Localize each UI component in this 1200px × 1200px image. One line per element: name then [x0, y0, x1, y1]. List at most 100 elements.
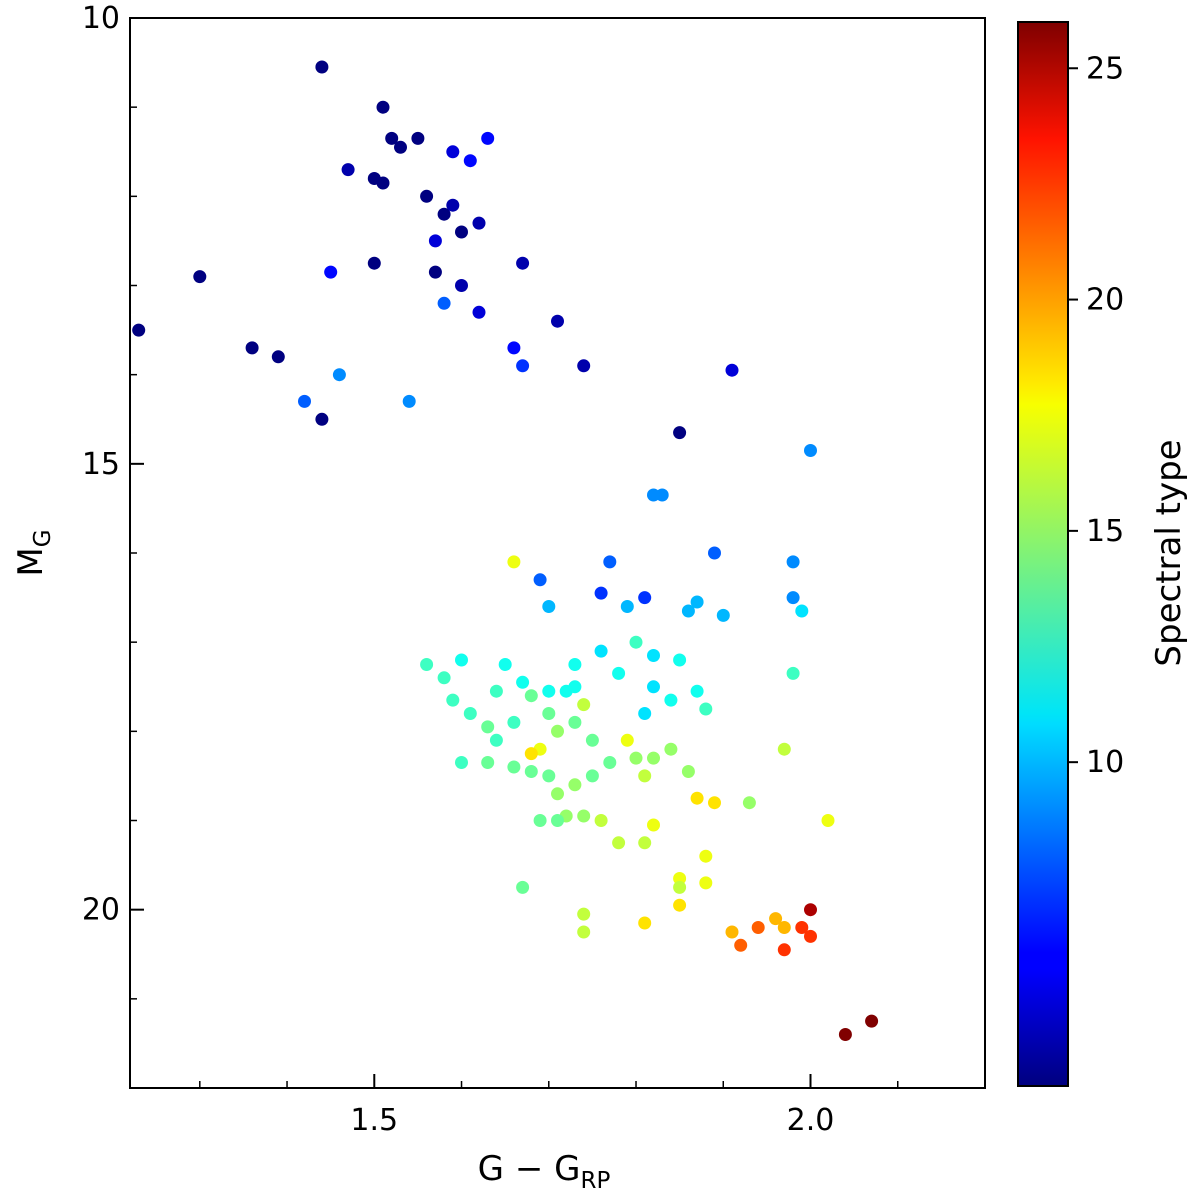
data-point-32: [472, 305, 486, 319]
data-point-110: [568, 658, 582, 671]
data-point-4: [411, 131, 425, 145]
data-point-94: [489, 733, 503, 747]
data-point-92: [481, 756, 495, 769]
x-axis-label-sub: RP: [580, 1168, 610, 1194]
data-point-121: [734, 938, 748, 952]
data-point-132: [507, 555, 521, 569]
x-tick-label-1: 2.0: [787, 1103, 835, 1138]
data-point-112: [699, 876, 713, 890]
data-point-2: [385, 131, 399, 145]
data-point-105: [455, 653, 468, 667]
data-point-91: [507, 760, 521, 774]
data-point-60: [699, 702, 713, 716]
data-point-37: [673, 426, 687, 440]
colorbar-label: Spectral type: [1149, 439, 1189, 666]
data-point-80: [612, 836, 626, 850]
data-point-89: [542, 769, 556, 783]
data-point-22: [516, 256, 530, 270]
data-point-63: [638, 707, 652, 720]
data-point-98: [524, 689, 538, 703]
data-point-24: [437, 296, 451, 310]
data-point-40: [786, 591, 800, 605]
data-point-100: [463, 707, 477, 720]
data-point-31: [516, 359, 530, 373]
colorbar: [1017, 21, 1069, 1087]
data-point-76: [690, 791, 704, 805]
data-point-44: [777, 742, 791, 756]
data-point-101: [446, 693, 460, 707]
data-point-13: [446, 198, 460, 212]
y-tick-label-0: 10: [82, 1, 120, 36]
data-point-8: [341, 163, 355, 177]
data-point-114: [673, 880, 687, 894]
data-point-26: [271, 350, 285, 364]
data-point-19: [324, 265, 338, 279]
data-point-17: [193, 270, 207, 284]
data-point-123: [769, 912, 783, 926]
data-point-118: [577, 925, 591, 939]
data-point-50: [647, 488, 660, 502]
plot-frame: [129, 17, 986, 1089]
data-point-21: [428, 265, 442, 279]
data-point-127: [804, 929, 817, 943]
data-point-53: [603, 555, 617, 569]
data-point-28: [315, 412, 329, 426]
data-point-111: [699, 849, 713, 863]
y-axis-ticks: 10 15 20: [82, 1, 144, 1000]
data-point-61: [664, 693, 678, 707]
y-axis-label: MG: [11, 529, 56, 576]
data-point-56: [629, 635, 643, 649]
data-point-107: [516, 675, 530, 689]
data-point-41: [795, 604, 809, 618]
colorbar-tick-label-2: 20: [1086, 283, 1124, 318]
data-points: [132, 60, 879, 1041]
data-point-66: [577, 698, 591, 712]
data-point-5: [446, 145, 460, 159]
data-point-122: [751, 921, 765, 934]
data-point-128: [777, 943, 791, 957]
data-point-93: [455, 756, 468, 769]
data-point-90: [524, 765, 538, 778]
data-point-71: [629, 751, 643, 765]
data-point-18: [132, 323, 146, 337]
data-point-82: [577, 809, 591, 823]
data-point-97: [542, 707, 556, 720]
data-point-52: [638, 591, 652, 605]
data-point-78: [647, 818, 660, 832]
data-point-25: [245, 341, 259, 355]
x-axis-ticks: 1.5 2.0: [199, 1074, 899, 1138]
data-point-69: [603, 756, 617, 769]
data-point-133: [524, 747, 538, 761]
data-point-11: [420, 189, 434, 203]
y-axis-label-sub: G: [30, 529, 56, 547]
data-point-55: [620, 600, 634, 613]
data-point-134: [551, 724, 564, 738]
data-point-88: [585, 769, 599, 783]
colorbar-tick-label-0: 10: [1086, 745, 1124, 780]
data-point-42: [804, 444, 817, 457]
data-point-70: [620, 733, 634, 747]
data-point-131: [568, 680, 582, 694]
data-point-54: [594, 586, 608, 600]
data-point-86: [551, 787, 564, 801]
x-tick-label-0: 1.5: [350, 1103, 398, 1138]
data-point-136: [542, 600, 556, 613]
data-point-34: [551, 314, 564, 328]
data-point-10: [376, 176, 390, 190]
data-point-7: [463, 154, 477, 168]
data-point-62: [647, 680, 660, 694]
colorbar-tick-label-1: 15: [1086, 514, 1124, 549]
data-point-14: [455, 225, 468, 239]
data-point-59: [690, 684, 704, 698]
data-point-27: [298, 394, 311, 408]
data-point-65: [594, 644, 608, 658]
data-point-33: [507, 341, 521, 355]
data-point-113: [673, 872, 687, 885]
data-point-16: [428, 234, 442, 248]
data-point-67: [568, 715, 582, 729]
data-point-79: [638, 836, 652, 850]
data-point-68: [585, 733, 599, 747]
data-point-75: [681, 765, 695, 778]
data-point-6: [481, 131, 495, 145]
